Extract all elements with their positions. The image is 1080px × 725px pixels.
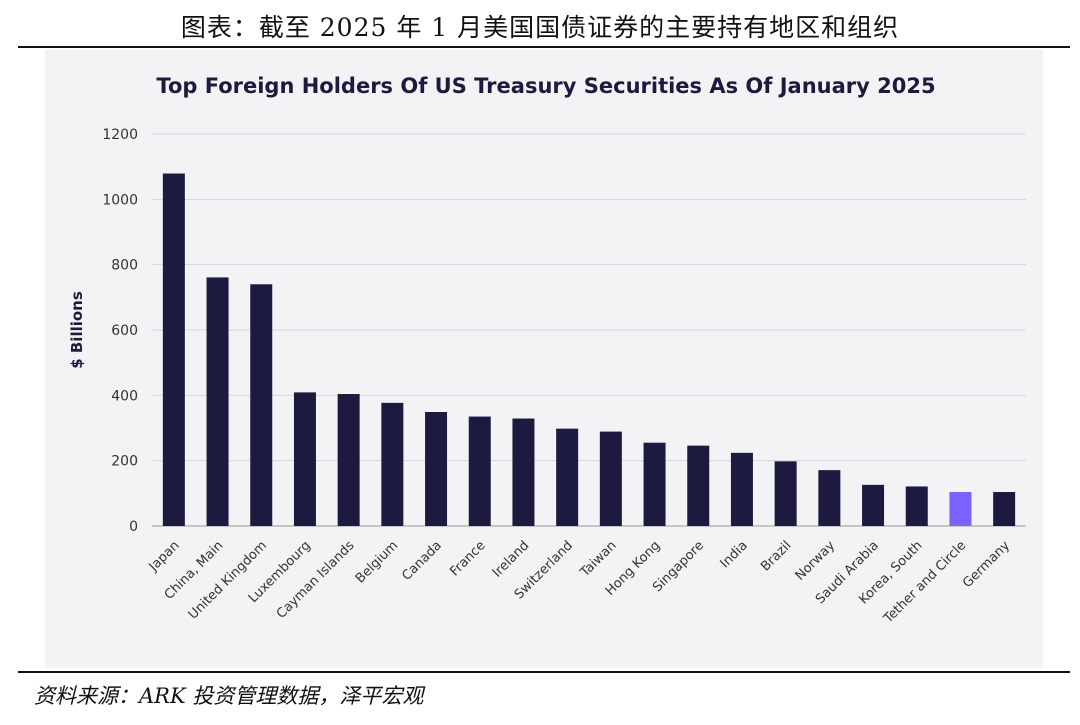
y-tick-label: 1000	[102, 192, 138, 208]
x-tick-label: Belgium	[353, 538, 401, 586]
bar-germany	[993, 492, 1016, 526]
bar-korea-south	[905, 486, 928, 526]
x-tick-label: India	[718, 538, 751, 571]
x-tick-label: Brazil	[758, 538, 794, 574]
bar-tether-and-circle	[949, 492, 972, 526]
x-tick-label: Germany	[960, 538, 1013, 591]
bar-saudi-arabia	[862, 484, 885, 526]
y-tick-label: 200	[111, 454, 138, 470]
y-tick-label: 800	[111, 258, 138, 274]
x-tick-label: Canada	[399, 538, 445, 584]
x-tick-label: Ireland	[490, 538, 532, 580]
x-tick-label: France	[447, 538, 488, 579]
y-tick-label: 400	[111, 388, 138, 404]
bar-cayman-islands	[337, 394, 360, 526]
bar-ireland	[512, 418, 535, 526]
bar-luxembourg	[293, 392, 316, 526]
bar-india	[730, 452, 753, 526]
bar-norway	[818, 470, 841, 526]
x-tick-label: Tether and Circle	[880, 538, 969, 627]
x-tick-label: Taiwan	[577, 538, 620, 581]
bar-china-main	[206, 277, 229, 526]
bar-hong-kong	[643, 442, 666, 526]
bar-singapore	[687, 445, 710, 526]
bar-united-kingdom	[250, 284, 273, 526]
bar-brazil	[774, 461, 797, 526]
bar-france	[468, 416, 491, 526]
source-note: 资料来源：ARK 投资管理数据，泽平宏观	[34, 684, 424, 708]
x-tick-label: United Kingdom	[186, 538, 270, 622]
x-tick-label: Cayman Islands	[274, 538, 358, 622]
bar-taiwan	[599, 431, 622, 526]
figure-caption: 图表：截至 2025 年 1 月美国国债证券的主要持有地区和组织	[180, 13, 900, 42]
bar-canada	[425, 411, 448, 526]
y-axis-label: $ Billions	[68, 291, 86, 369]
bar-japan	[162, 173, 185, 526]
bar-switzerland	[556, 428, 579, 526]
bar-belgium	[381, 402, 404, 526]
chart-title: Top Foreign Holders Of US Treasury Secur…	[156, 74, 935, 98]
bottom-rule	[18, 671, 1070, 673]
x-tick-label: Japan	[146, 538, 183, 575]
y-tick-label: 1200	[102, 127, 138, 143]
y-tick-label: 0	[129, 519, 138, 535]
top-rule	[18, 46, 1070, 48]
y-tick-label: 600	[111, 323, 138, 339]
